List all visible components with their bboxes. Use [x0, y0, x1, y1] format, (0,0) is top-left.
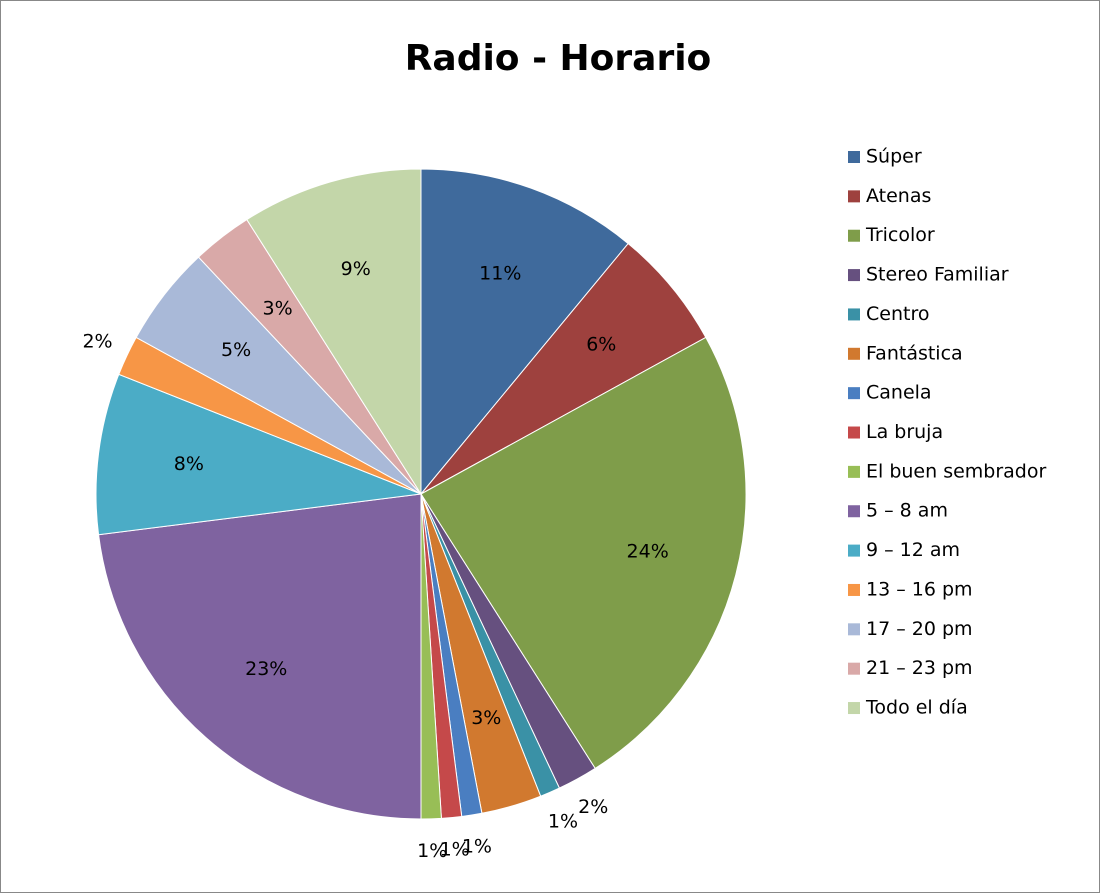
legend-label: Todo el día [865, 697, 968, 719]
legend-swatch [848, 151, 860, 163]
data-label: 24% [627, 541, 669, 563]
data-label: 11% [479, 262, 521, 284]
legend-label: 5 – 8 am [866, 500, 948, 522]
data-label: 3% [471, 707, 501, 729]
legend-label: Tricolor [865, 224, 935, 246]
pie-slice [420, 168, 629, 496]
data-label: 23% [245, 658, 287, 680]
legend-label: 9 – 12 am [866, 539, 960, 561]
data-label: 2% [578, 796, 608, 818]
chart-title: Radio - Horario [405, 38, 712, 79]
legend-swatch [848, 347, 860, 360]
legend-label: Centro [866, 303, 929, 325]
data-label: 8% [174, 453, 204, 475]
legend-swatch [848, 623, 860, 636]
legend-swatch [848, 426, 860, 439]
legend-swatch [848, 544, 860, 557]
data-label: 6% [586, 333, 616, 355]
pie-slice [246, 168, 422, 496]
legend-swatch [848, 505, 860, 518]
legend-label: Atenas [866, 185, 931, 207]
legend-swatch [848, 387, 860, 400]
pie-slice [420, 242, 707, 495]
legend-label: 13 – 16 pm [866, 578, 973, 600]
legend-swatch [848, 308, 860, 321]
legend-label: La bruja [866, 421, 943, 443]
legend-swatch [848, 229, 860, 242]
legend-label: Stereo Familiar [866, 264, 1009, 286]
legend-label: Súper [866, 146, 922, 168]
pie-slice [98, 493, 422, 820]
legend-swatch [848, 583, 860, 596]
legend-label: Canela [866, 382, 932, 404]
data-label: 1% [462, 836, 492, 858]
legend-label: Fantástica [866, 342, 963, 364]
data-label: 1% [417, 840, 447, 862]
pie-slice [95, 373, 422, 536]
data-label: 5% [221, 339, 251, 361]
pie-slice [420, 336, 747, 770]
legend-swatch [848, 465, 860, 478]
legend-swatch [848, 662, 860, 675]
data-label: 2% [82, 330, 112, 352]
data-label: 1% [440, 838, 470, 860]
data-label: 1% [548, 811, 578, 833]
legend-swatch [848, 702, 860, 715]
legend-label: 21 – 23 pm [866, 657, 973, 679]
legend-swatch [848, 190, 860, 203]
legend-label: 17 – 20 pm [866, 618, 973, 640]
data-label: 9% [341, 258, 371, 280]
data-label: 3% [263, 298, 293, 320]
legend-label: El buen sembrador [866, 460, 1046, 482]
legend-swatch [848, 269, 860, 282]
